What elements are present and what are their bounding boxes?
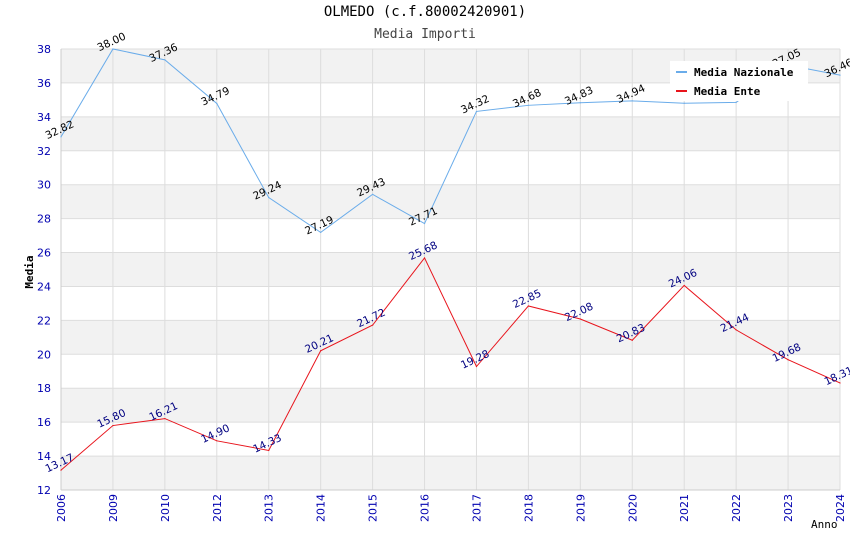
data-point [787, 359, 789, 361]
series-line-nazionale [60, 48, 841, 233]
plot-band [61, 286, 840, 321]
y-tick-label: 16 [37, 416, 51, 429]
x-tick-label: 2013 [263, 494, 276, 522]
data-point [60, 136, 62, 138]
data-point [527, 305, 530, 307]
y-tick-label: 38 [37, 43, 51, 56]
plot-band [61, 184, 840, 219]
x-tick-label: 2014 [315, 494, 328, 522]
x-tick-label: 2010 [159, 494, 172, 522]
data-point [60, 469, 62, 471]
legend-item-ente: Media Ente [676, 84, 760, 98]
data-point [475, 365, 478, 368]
series-line-ente [60, 257, 841, 471]
data-point [423, 222, 426, 225]
data-point [579, 102, 581, 104]
data-point [475, 110, 478, 113]
x-tick-label: 2024 [834, 494, 847, 522]
x-tick-label: 2023 [782, 494, 795, 522]
x-tick-label: 2006 [55, 494, 68, 522]
data-point [423, 257, 426, 259]
y-axis-label: Media [23, 255, 36, 288]
data-point [735, 329, 737, 331]
data-point [683, 284, 685, 287]
y-tick-label: 20 [37, 348, 51, 361]
legend-label-nazionale: Media Nazionale [694, 65, 794, 79]
x-tick-labels: 2006 2009 2010 2012 2013 2014 2015 2016 2017 2018… [55, 494, 847, 522]
x-tick-label: 2018 [522, 494, 535, 522]
data-point [112, 48, 114, 50]
data-point [735, 101, 737, 104]
plot-band [61, 456, 840, 490]
x-tick-label: 2009 [107, 494, 120, 522]
x-tick-label: 2015 [367, 494, 380, 522]
legend-swatch-nazionale [676, 71, 687, 73]
chart-title: OLMEDO (c.f.80002420901) [323, 4, 527, 20]
data-point [839, 382, 841, 384]
plot-band [61, 422, 840, 457]
data-point [372, 324, 374, 326]
data-point [216, 440, 218, 442]
legend-item-nazionale: Media Nazionale [676, 65, 793, 79]
plot-band [61, 388, 840, 423]
chart-subtitle: Media Importi [374, 27, 476, 42]
plot-band [61, 218, 840, 253]
x-tick-label: 2017 [470, 494, 483, 522]
data-point [320, 231, 322, 233]
x-tick-label: 2021 [678, 494, 691, 522]
axes [60, 49, 840, 491]
y-tick-label: 32 [37, 145, 51, 158]
y-tick-label: 24 [37, 280, 51, 293]
y-tick-label: 18 [37, 382, 51, 395]
x-tick-label: 2022 [730, 494, 743, 522]
x-tick-label: 2019 [574, 494, 587, 522]
legend-label-ente: Media Ente [694, 84, 761, 98]
x-tick-label: 2012 [211, 494, 224, 522]
legend-swatch-ente [676, 90, 687, 92]
data-point [320, 350, 322, 352]
y-tick-label: 26 [37, 247, 51, 260]
data-point [631, 339, 633, 341]
data-point [372, 193, 374, 195]
data-point [216, 102, 218, 105]
plot-band [61, 354, 840, 389]
y-tick-label: 36 [37, 77, 51, 90]
data-point [527, 104, 530, 106]
data-point [268, 449, 270, 452]
x-tick-label: 2016 [419, 494, 432, 522]
series-lines [60, 48, 841, 471]
y-tick-label: 28 [37, 213, 51, 226]
data-point [268, 196, 270, 199]
y-tick-labels: 12 14 16 18 20 22 24 26 28 30 32 34 36 38 [37, 43, 51, 497]
x-tick-label: 2020 [626, 494, 639, 522]
data-point [164, 59, 166, 61]
grid-lines [60, 48, 841, 491]
data-point [631, 100, 633, 102]
y-tick-label: 34 [37, 111, 51, 124]
y-tick-label: 14 [37, 450, 51, 463]
y-tick-label: 12 [37, 484, 51, 497]
plot-band [61, 252, 840, 287]
y-tick-label: 22 [37, 314, 51, 327]
data-point [164, 417, 166, 420]
x-axis-label: Anno [811, 518, 838, 531]
plot-band [61, 320, 840, 355]
data-point [579, 318, 581, 320]
data-point [839, 74, 841, 76]
plot-band [61, 116, 840, 151]
data-point [112, 424, 114, 427]
data-point [683, 102, 685, 104]
legend: Media Nazionale Media Ente [670, 61, 808, 101]
y-tick-label: 30 [37, 179, 51, 192]
